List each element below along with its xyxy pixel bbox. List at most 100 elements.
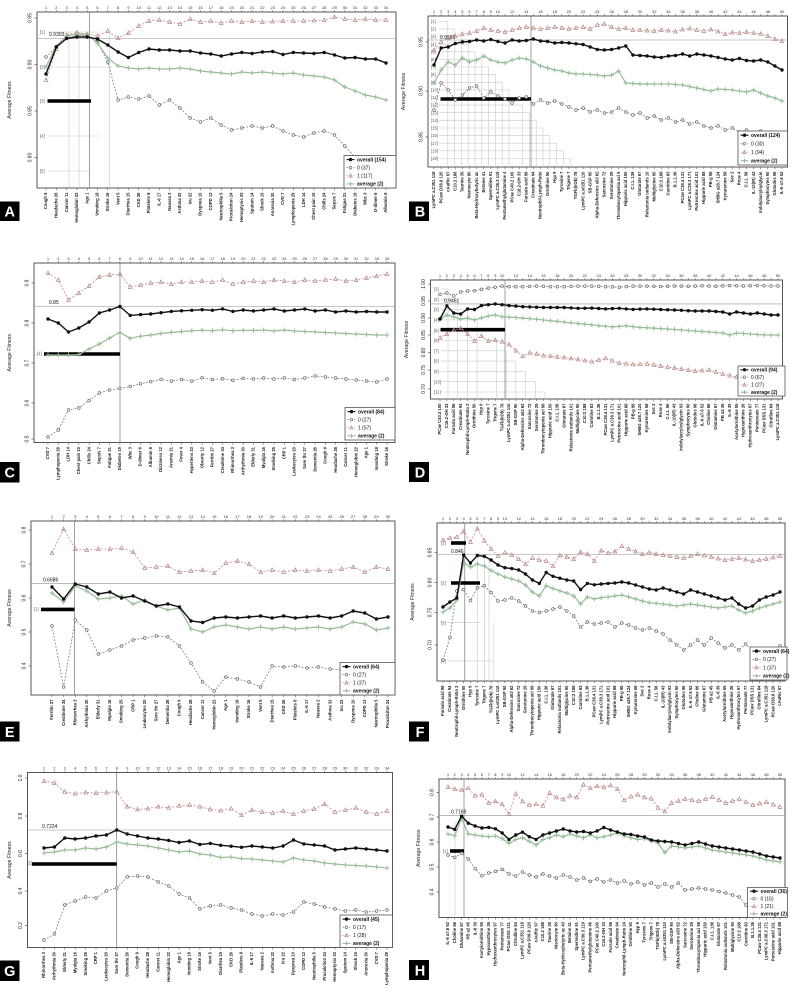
svg-text:18: 18 xyxy=(247,514,252,519)
svg-text:9: 9 xyxy=(127,5,130,10)
svg-text:5: 5 xyxy=(461,9,464,14)
svg-text:LymPC a.C38.3 171: LymPC a.C38.3 171 xyxy=(598,685,603,724)
svg-text:[15]: [15] xyxy=(431,126,438,131)
svg-text:29: 29 xyxy=(333,765,338,770)
svg-text:Tyrosine 7: Tyrosine 7 xyxy=(475,685,480,706)
svg-text:[4]: [4] xyxy=(434,318,439,323)
svg-text:LymPC a.s0251 110: LymPC a.s0251 110 xyxy=(580,171,585,210)
svg-text:Sarcosine 72: Sarcosine 72 xyxy=(527,403,532,430)
svg-text:3: 3 xyxy=(64,765,67,770)
svg-text:6: 6 xyxy=(98,256,101,261)
svg-text:Icu 22: Icu 22 xyxy=(339,699,344,712)
svg-text:Dementia 26: Dementia 26 xyxy=(165,699,170,724)
svg-text:28: 28 xyxy=(629,772,634,777)
svg-text:40: 40 xyxy=(707,273,712,278)
svg-text:cAuRic 97: cAuRic 97 xyxy=(445,171,450,192)
svg-text:Fatigue 21: Fatigue 21 xyxy=(107,446,112,467)
svg-text:Average Fitness: Average Fitness xyxy=(7,81,13,119)
svg-text:9: 9 xyxy=(494,273,497,278)
svg-text:LymPC a.C38.3 171: LymPC a.C38.3 171 xyxy=(610,403,615,442)
svg-text:LDH 14: LDH 14 xyxy=(301,192,306,207)
svg-text:12: 12 xyxy=(157,5,162,10)
svg-text:0.85: 0.85 xyxy=(28,106,34,116)
svg-text:Hypertens 23: Hypertens 23 xyxy=(189,446,194,473)
svg-text:0.80: 0.80 xyxy=(28,152,34,162)
svg-text:COPD 13: COPD 13 xyxy=(301,951,306,970)
svg-text:Fursalo acid 98: Fursalo acid 98 xyxy=(451,403,456,434)
svg-text:Diabetes 19: Diabetes 19 xyxy=(352,192,357,216)
svg-text:Sec 2: Sec 2 xyxy=(640,685,645,697)
svg-text:Tyrosine 7: Tyrosine 7 xyxy=(486,403,491,424)
svg-text:Creatinate 94: Creatinate 94 xyxy=(447,685,452,712)
svg-text:average (2): average (2) xyxy=(357,182,384,188)
svg-text:34: 34 xyxy=(668,516,673,521)
svg-text:2: 2 xyxy=(440,9,443,14)
svg-text:Hippuric acid 150: Hippuric acid 150 xyxy=(623,171,628,206)
svg-text:Hemoglobin 22: Hemoglobin 22 xyxy=(74,192,79,223)
svg-text:Cough 9: Cough 9 xyxy=(177,699,182,716)
svg-text:[11]: [11] xyxy=(434,390,441,395)
svg-text:[1]: [1] xyxy=(431,19,436,24)
svg-text:TGFb(IIOb) 78: TGFb(IIOb) 78 xyxy=(655,921,660,949)
svg-text:Indolylacryloylglycin: Indolylacryloylglycin xyxy=(758,171,763,213)
svg-text:Neutrophilia 5: Neutrophilia 5 xyxy=(218,192,223,221)
svg-text:5: 5 xyxy=(469,516,472,521)
svg-text:18: 18 xyxy=(555,273,560,278)
svg-text:34: 34 xyxy=(666,9,671,14)
svg-text:17: 17 xyxy=(208,765,213,770)
svg-text:LymPC a.C36.3 119: LymPC a.C36.3 119 xyxy=(495,171,500,210)
svg-text:34: 34 xyxy=(385,256,390,261)
svg-text:overall (64): overall (64) xyxy=(763,649,790,655)
svg-text:25: 25 xyxy=(291,765,296,770)
svg-text:23: 23 xyxy=(305,514,310,519)
svg-text:1 (94): 1 (94) xyxy=(751,150,764,156)
svg-text:Dyspnea 10: Dyspnea 10 xyxy=(350,699,355,723)
svg-text:Smoking 25: Smoking 25 xyxy=(271,446,276,470)
svg-text:9: 9 xyxy=(490,9,493,14)
svg-text:0 (17): 0 (17) xyxy=(353,925,366,931)
svg-text:6: 6 xyxy=(481,772,484,777)
svg-text:36: 36 xyxy=(680,9,685,14)
svg-text:SHBG a28.7 124: SHBG a28.7 124 xyxy=(637,403,642,436)
svg-text:27: 27 xyxy=(312,765,317,770)
svg-text:[6]: [6] xyxy=(431,57,436,62)
svg-text:SB-GSP 90: SB-GSP 90 xyxy=(587,171,592,193)
svg-text:Creatinate 94: Creatinate 94 xyxy=(615,921,620,948)
svg-text:Cancer 11: Cancer 11 xyxy=(343,446,348,466)
svg-text:11: 11 xyxy=(166,514,171,519)
svg-text:Vomiting 18: Vomiting 18 xyxy=(187,951,192,975)
svg-text:Hypoxanthine 26: Hypoxanthine 26 xyxy=(486,921,491,955)
svg-text:Acetylornithine 55: Acetylornithine 55 xyxy=(479,921,484,958)
svg-text:24: 24 xyxy=(282,256,287,261)
svg-text:7: 7 xyxy=(488,772,491,777)
svg-text:Neutrophil-Lymph-Ratio: Neutrophil-Lymph-Ratio xyxy=(538,171,543,219)
svg-text:Obesity 12: Obesity 12 xyxy=(199,446,204,468)
svg-text:Hyp 9: Hyp 9 xyxy=(635,921,640,933)
svg-text:LymPC a.C351 118: LymPC a.C351 118 xyxy=(520,921,525,959)
svg-text:26: 26 xyxy=(609,9,614,14)
svg-text:0.9: 0.9 xyxy=(25,279,31,286)
svg-text:average (2): average (2) xyxy=(761,912,788,918)
svg-text:38: 38 xyxy=(693,273,698,278)
svg-text:2: 2 xyxy=(454,772,457,777)
svg-text:SB-GSP 90: SB-GSP 90 xyxy=(513,403,518,425)
svg-text:0.85: 0.85 xyxy=(49,300,59,306)
svg-text:IL-6 17: IL-6 17 xyxy=(157,192,162,206)
svg-text:Betaine 41: Betaine 41 xyxy=(481,171,486,193)
svg-text:0.5: 0.5 xyxy=(22,628,28,635)
svg-text:SHBG a28.7 124: SHBG a28.7 124 xyxy=(715,171,720,204)
svg-text:Choline 66: Choline 66 xyxy=(706,403,711,425)
svg-text:0.80: 0.80 xyxy=(421,347,427,357)
svg-text:Putrescine acid 101: Putrescine acid 101 xyxy=(770,921,775,961)
svg-text:TGFb(IIOb) 78: TGFb(IIOb) 78 xyxy=(573,171,578,199)
svg-text:Platelets 8: Platelets 8 xyxy=(293,699,298,720)
svg-text:44: 44 xyxy=(737,9,742,14)
svg-text:LymPC a.C351 118: LymPC a.C351 118 xyxy=(763,685,768,723)
svg-text:Chest pain 10: Chest pain 10 xyxy=(76,446,81,474)
svg-text:Beta-Hydroxybutyric ac 43: Beta-Hydroxybutyric ac 43 xyxy=(560,921,565,975)
svg-text:Chills 24: Chills 24 xyxy=(321,192,326,210)
svg-text:Average Fitness: Average Fitness xyxy=(404,320,410,358)
svg-text:0.7: 0.7 xyxy=(25,359,31,366)
svg-text:46: 46 xyxy=(751,772,756,777)
svg-text:average (2): average (2) xyxy=(358,434,385,440)
